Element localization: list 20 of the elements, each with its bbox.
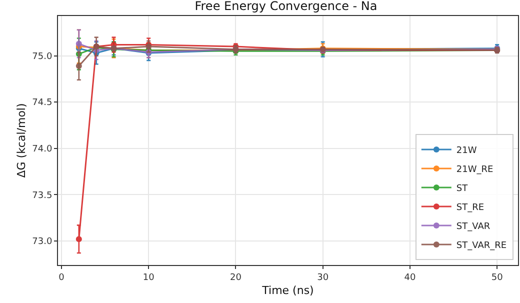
- x-tick-label: 50: [491, 272, 504, 283]
- legend-label: ST_VAR: [456, 222, 490, 232]
- y-tick-label: 74.0: [32, 144, 52, 155]
- x-tick-label: 10: [142, 272, 155, 283]
- x-axis-title: Time (ns): [261, 284, 314, 297]
- chart-title: Free Energy Convergence - Na: [194, 0, 378, 13]
- legend-label: ST_RE: [456, 203, 484, 214]
- legend-label: ST_VAR_RE: [456, 241, 507, 252]
- y-axis-title: ΔG (kcal/mol): [14, 103, 28, 178]
- y-tick-label: 75.0: [32, 52, 52, 62]
- x-tick-label: 0: [58, 272, 65, 283]
- y-tick-label: 73.0: [32, 237, 52, 248]
- x-tick-label: 30: [317, 272, 329, 283]
- legend-label: ST: [456, 184, 468, 194]
- y-tick-label: 73.5: [32, 190, 52, 201]
- x-tick-label: 40: [404, 272, 416, 283]
- legend-label: 21W: [456, 146, 477, 156]
- x-tick-label: 20: [230, 272, 242, 283]
- legend-label: 21W_RE: [456, 165, 494, 176]
- y-tick-label: 74.5: [32, 98, 52, 108]
